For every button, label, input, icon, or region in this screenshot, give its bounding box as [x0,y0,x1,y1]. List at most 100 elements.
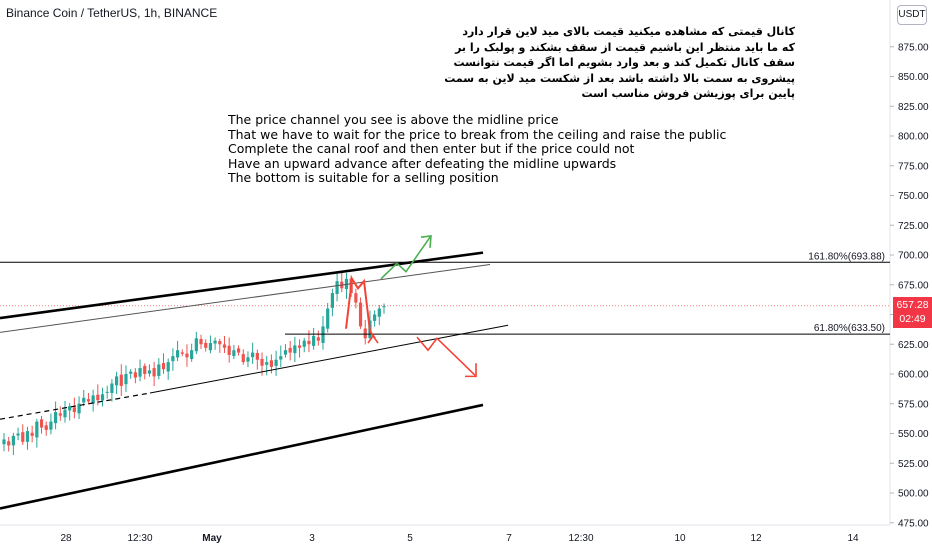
candle-body [72,407,76,413]
candle-body [335,281,339,295]
price-tick-label: 575.00 [898,399,929,410]
candle-body [114,376,119,386]
candle-body [321,326,325,343]
candle-body [236,348,241,353]
time-tick-label: 14 [847,533,859,544]
chart-title: Binance Coin / TetherUS, 1h, BINANCE [6,6,218,20]
english-annotation: The price channel you see is above the m… [228,112,727,186]
candle-body [161,363,166,370]
countdown: 02:49 [899,313,926,325]
candle-body [39,419,44,428]
price-tick-label: 550.00 [898,429,929,440]
candle-body [49,421,53,430]
price-tick-label: 525.00 [898,459,929,470]
candle-body [358,302,363,327]
candle-body [251,352,255,358]
currency-button[interactable]: USDT [897,5,927,25]
english-line: That we have to wait for the price to br… [228,126,727,142]
current-price-tag: 657.28 02:49 [893,297,932,328]
candle-body [133,372,137,378]
candle-body [307,340,311,345]
price-tick-label: 875.00 [898,42,929,53]
english-line: The price channel you see is above the m… [228,112,559,127]
persian-line: پایین برای پوزیشن فروش مناسب است [581,87,795,101]
candle-body [293,345,297,354]
candle-body [16,433,20,436]
candle-body [274,359,278,366]
candle-body [194,338,198,352]
persian-annotation: کانال قیمتی که مشاهده میکنید قیمت بالای … [444,24,795,102]
persian-line: کانال قیمتی که مشاهده میکنید قیمت بالای … [462,25,795,38]
candle-body [199,338,203,345]
price-tick-label: 675.00 [898,280,929,291]
price-tick-label: 500.00 [898,489,929,500]
candle-body [2,439,6,445]
candle-body [100,394,105,401]
time-tick-label: 5 [407,533,413,544]
candle-body [25,431,30,442]
candle-body [157,364,161,376]
candles [2,271,386,456]
candle-body [330,293,334,308]
candle-body [152,368,156,377]
candle-body [208,343,213,351]
trend-line-thin [0,264,491,333]
english-line: The bottom is suitable for a selling pos… [228,170,499,186]
price-tick-label: 625.00 [898,340,929,351]
candle-body [283,350,288,355]
candle-body [35,421,39,438]
candle-body [110,383,114,393]
price-tick-label: 825.00 [898,102,929,113]
candle-body [143,365,147,374]
candle-body [377,308,381,317]
arrow-up-path [380,236,431,280]
arrow-down-path [416,336,476,376]
candle-body [363,328,367,339]
price-tick-label: 800.00 [898,132,929,143]
current-price: 657.28 [896,299,929,311]
candle-body [326,308,330,329]
candle-body [91,395,95,404]
time-tick-label: 7 [506,533,512,544]
price-tick-label: 850.00 [898,72,929,83]
price-tick-label: 725.00 [898,221,929,232]
candle-body [7,441,11,446]
candle-body [204,342,208,348]
candle-body [297,345,302,348]
candle-body [255,352,259,360]
candle-body [44,425,48,430]
candle-body [138,368,142,377]
time-tick-label: 12 [750,533,762,544]
candle-body [124,374,128,385]
candle-body [316,337,320,341]
fib-level-label: 61.80%(633.50) [814,323,885,334]
candle-body [185,353,189,358]
candle-body [129,371,133,374]
candle-body [86,399,91,402]
channel-lower-line [0,403,484,510]
candle-body [312,335,316,346]
candle-body [227,345,231,355]
time-tick-label: 12:30 [127,533,152,544]
candle-body [21,432,25,442]
candle-body [241,354,245,363]
price-tick-label: 600.00 [898,370,929,381]
candle-body [105,391,109,393]
arrow-up-head [420,235,432,248]
price-tick-label: 750.00 [898,191,929,202]
candle-body [190,350,194,360]
candle-body [58,413,62,416]
candle-body [180,352,184,354]
candle-body [63,409,67,418]
fib-level-label: 161.80%(693.88) [808,251,885,262]
price-tick-label: 475.00 [898,518,929,529]
time-tick-label: 10 [674,533,686,544]
arrow-down-head [465,363,477,378]
time-tick-label: May [202,533,222,544]
candle-body [171,356,175,362]
peak-zigzag [345,275,376,339]
candle-body [96,394,100,401]
candle-body [213,340,217,344]
